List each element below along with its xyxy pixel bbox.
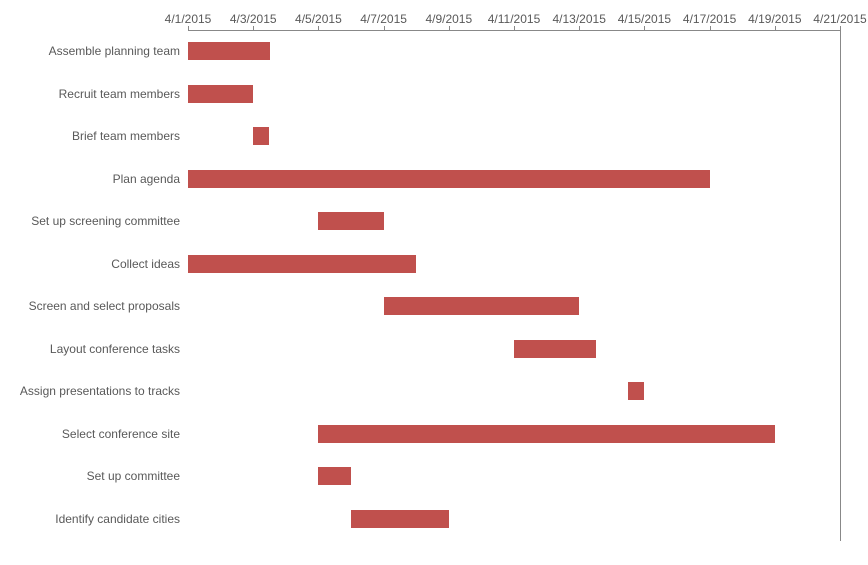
task-label: Screen and select proposals xyxy=(29,299,180,313)
task-label: Assemble planning team xyxy=(49,44,180,58)
gantt-bar xyxy=(253,127,269,145)
gantt-bar xyxy=(318,212,383,230)
x-tick xyxy=(710,26,711,31)
x-tick xyxy=(384,26,385,31)
gantt-bar xyxy=(628,382,644,400)
gantt-bar xyxy=(188,255,416,273)
gantt-bar xyxy=(188,85,253,103)
x-axis-label: 4/1/2015 xyxy=(165,12,212,26)
task-label: Identify candidate cities xyxy=(55,512,180,526)
x-axis-label: 4/19/2015 xyxy=(748,12,801,26)
x-tick xyxy=(840,26,841,31)
task-label: Plan agenda xyxy=(113,172,180,186)
x-tick xyxy=(579,26,580,31)
x-tick xyxy=(188,26,189,31)
gantt-chart: 4/1/2015 4/3/2015 4/5/2015 4/7/2015 4/9/2015… xyxy=(0,0,868,565)
x-axis-label: 4/17/2015 xyxy=(683,12,736,26)
x-tick xyxy=(318,26,319,31)
gantt-bar xyxy=(188,170,710,188)
task-label: Collect ideas xyxy=(111,257,180,271)
x-axis-label: 4/9/2015 xyxy=(425,12,472,26)
gantt-bar xyxy=(318,425,774,443)
x-axis-label: 4/21/2015 xyxy=(813,12,866,26)
task-label: Select conference site xyxy=(62,427,180,441)
gantt-bar xyxy=(318,467,351,485)
x-axis-label: 4/11/2015 xyxy=(488,12,541,26)
x-tick xyxy=(253,26,254,31)
x-tick xyxy=(514,26,515,31)
x-tick xyxy=(775,26,776,31)
x-axis-label: 4/7/2015 xyxy=(360,12,407,26)
plot-area xyxy=(188,30,841,541)
task-label: Assign presentations to tracks xyxy=(20,384,180,398)
task-label: Set up screening committee xyxy=(31,214,180,228)
gantt-bar xyxy=(384,297,580,315)
x-axis-label: 4/5/2015 xyxy=(295,12,342,26)
x-tick xyxy=(644,26,645,31)
task-label: Set up committee xyxy=(87,469,180,483)
gantt-bar xyxy=(514,340,596,358)
x-axis-label: 4/15/2015 xyxy=(618,12,671,26)
task-label: Layout conference tasks xyxy=(50,342,180,356)
gantt-bar xyxy=(188,42,270,60)
gantt-bar xyxy=(351,510,449,528)
task-label: Brief team members xyxy=(72,129,180,143)
x-axis-label: 4/3/2015 xyxy=(230,12,277,26)
x-tick xyxy=(449,26,450,31)
x-axis-label: 4/13/2015 xyxy=(552,12,605,26)
task-label: Recruit team members xyxy=(59,87,180,101)
